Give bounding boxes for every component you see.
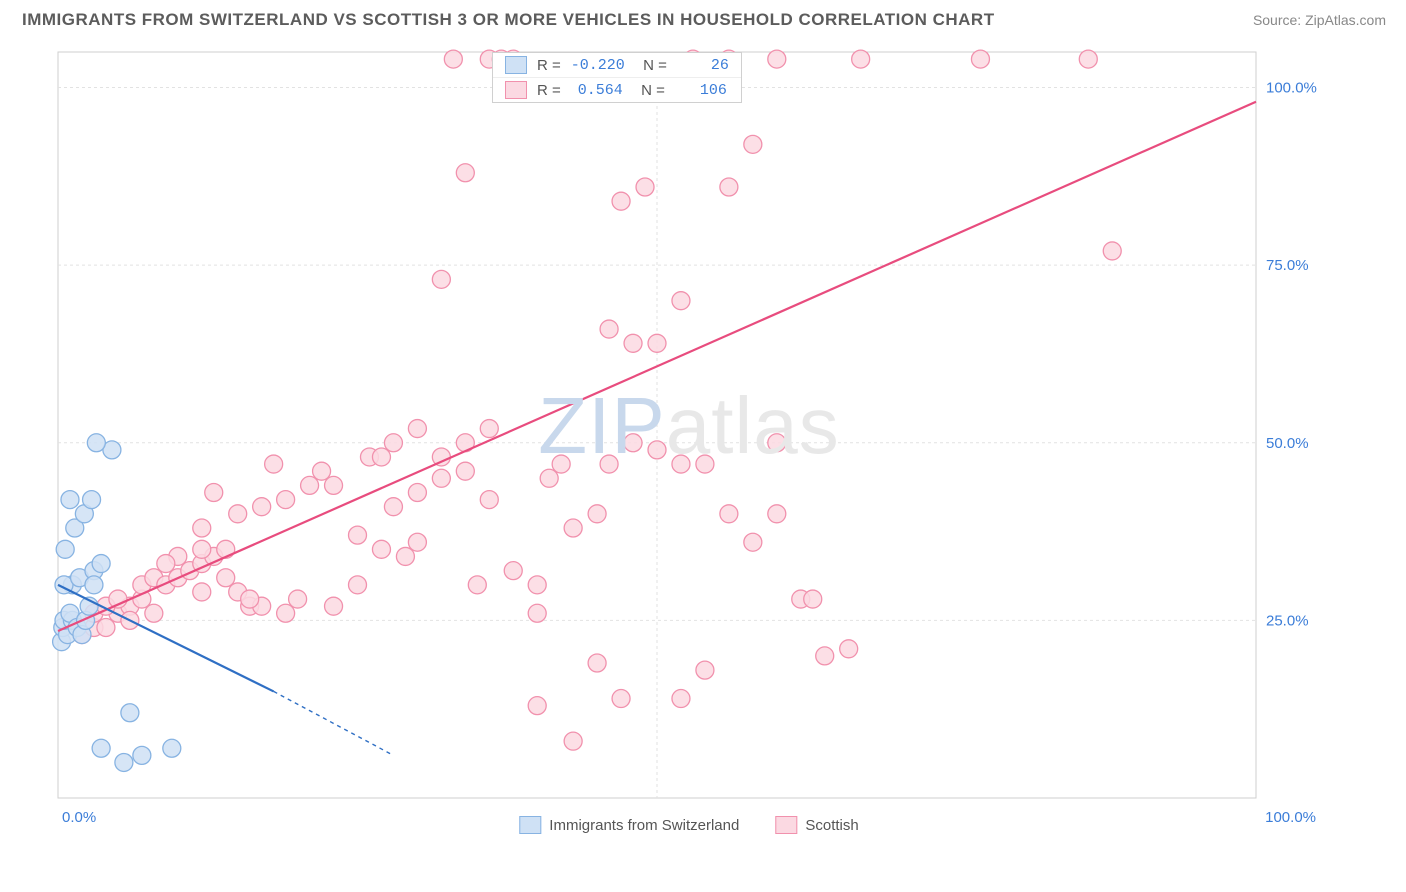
plot-area: 25.0%50.0%75.0%100.0%0.0%100.0% ZIPatlas… (52, 46, 1326, 838)
n-value-swiss: 26 (677, 57, 729, 74)
legend-label: Immigrants from Switzerland (549, 817, 739, 834)
correlation-legend: R = -0.220 N = 26 R = 0.564 N = 106 (492, 52, 742, 103)
legend-row-scottish: R = 0.564 N = 106 (493, 78, 741, 102)
legend-row-swiss: R = -0.220 N = 26 (493, 53, 741, 78)
n-value-scottish: 106 (675, 82, 727, 99)
svg-text:75.0%: 75.0% (1266, 257, 1309, 274)
chart-title: IMMIGRANTS FROM SWITZERLAND VS SCOTTISH … (22, 10, 995, 30)
legend-item-scottish: Scottish (775, 816, 858, 834)
source-label: Source: ZipAtlas.com (1253, 12, 1386, 28)
series-legend: Immigrants from Switzerland Scottish (519, 816, 858, 834)
svg-text:50.0%: 50.0% (1266, 435, 1309, 452)
svg-text:100.0%: 100.0% (1265, 809, 1316, 826)
svg-text:0.0%: 0.0% (62, 809, 96, 826)
swatch-swiss (505, 56, 527, 74)
svg-text:25.0%: 25.0% (1266, 612, 1309, 629)
r-value-scottish: 0.564 (571, 82, 623, 99)
scatter-plot: 25.0% 50.0% 75.0% 100.0% 0.0% 100.0% (52, 46, 1326, 838)
swatch-scottish (505, 81, 527, 99)
legend-item-swiss: Immigrants from Switzerland (519, 816, 739, 834)
swatch-icon (775, 816, 797, 834)
swatch-icon (519, 816, 541, 834)
legend-label: Scottish (805, 817, 858, 834)
svg-text:100.0%: 100.0% (1266, 80, 1317, 97)
r-value-swiss: -0.220 (571, 57, 625, 74)
